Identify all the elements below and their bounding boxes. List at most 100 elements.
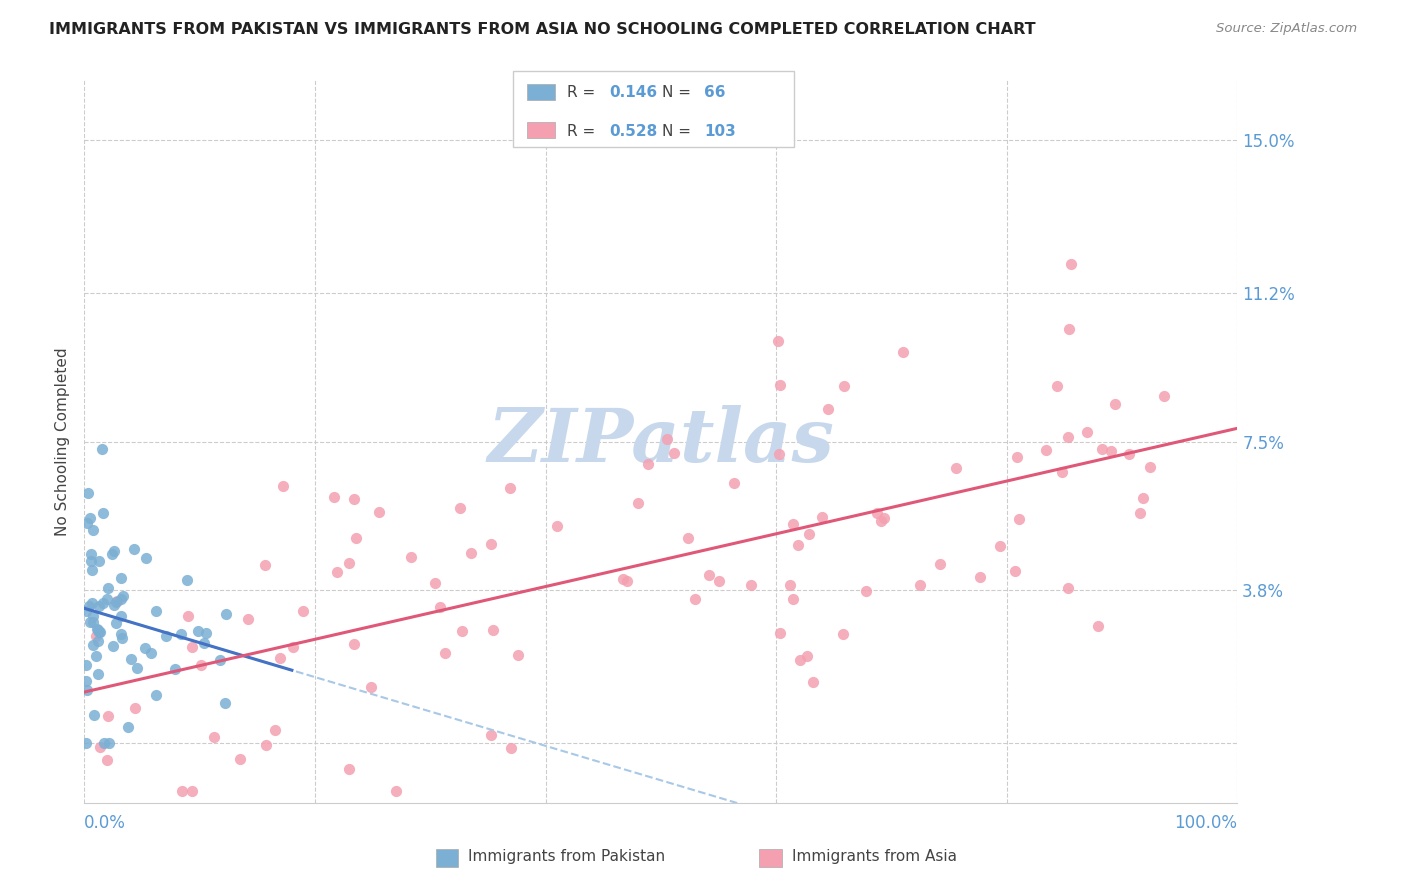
Point	[872, 510, 894, 524]
Point	[482, 623, 505, 637]
Point	[79, 510, 101, 524]
Point	[105, 616, 128, 631]
Point	[399, 549, 422, 564]
Point	[76, 683, 98, 698]
Point	[501, 741, 523, 756]
Point	[101, 548, 124, 562]
Point	[194, 625, 217, 640]
Point	[637, 457, 659, 471]
Point	[546, 519, 568, 533]
Point	[360, 680, 382, 694]
Point	[82, 524, 104, 538]
Point	[616, 574, 638, 589]
Point	[103, 544, 125, 558]
Point	[103, 639, 125, 653]
Point	[124, 701, 146, 715]
Point	[110, 609, 132, 624]
Point	[855, 584, 877, 599]
Point	[817, 402, 839, 417]
Point	[1004, 565, 1026, 579]
Text: Source: ZipAtlas.com: Source: ZipAtlas.com	[1216, 22, 1357, 36]
Point	[139, 646, 162, 660]
Point	[111, 589, 134, 603]
Point	[91, 596, 114, 610]
Point	[766, 334, 789, 349]
Text: N =: N =	[662, 86, 696, 100]
Point	[202, 731, 225, 745]
Point	[91, 506, 114, 520]
Point	[97, 709, 120, 723]
Text: Immigrants from Asia: Immigrants from Asia	[792, 849, 956, 864]
Point	[683, 592, 706, 607]
Point	[479, 536, 502, 550]
Point	[969, 570, 991, 584]
Point	[170, 626, 193, 640]
Point	[1153, 389, 1175, 403]
Point	[657, 432, 679, 446]
Text: 100.0%: 100.0%	[1174, 814, 1237, 832]
Point	[291, 604, 314, 618]
Point	[787, 538, 810, 552]
Point	[177, 609, 200, 624]
Point	[104, 595, 127, 609]
Point	[96, 592, 118, 607]
Point	[908, 577, 931, 591]
Point	[83, 707, 105, 722]
Point	[96, 753, 118, 767]
Point	[80, 596, 103, 610]
Point	[782, 517, 804, 532]
Point	[1046, 379, 1069, 393]
Point	[789, 653, 811, 667]
Point	[269, 651, 291, 665]
Point	[187, 624, 209, 639]
Point	[181, 784, 204, 798]
Point	[697, 568, 720, 582]
Point	[110, 591, 132, 606]
Point	[429, 599, 451, 614]
Point	[1139, 459, 1161, 474]
Point	[82, 639, 104, 653]
Point	[176, 573, 198, 587]
Point	[254, 738, 277, 752]
Point	[193, 635, 215, 649]
Point	[1090, 442, 1112, 457]
Point	[460, 545, 482, 559]
Point	[93, 735, 115, 749]
Point	[323, 490, 346, 504]
Text: IMMIGRANTS FROM PAKISTAN VS IMMIGRANTS FROM ASIA NO SCHOOLING COMPLETED CORRELAT: IMMIGRANTS FROM PAKISTAN VS IMMIGRANTS F…	[49, 22, 1036, 37]
Point	[180, 640, 202, 654]
Point	[229, 752, 252, 766]
Point	[707, 574, 730, 589]
Point	[1118, 447, 1140, 461]
Point	[866, 506, 889, 520]
Point	[120, 652, 142, 666]
Point	[1132, 491, 1154, 505]
Point	[326, 565, 349, 579]
Point	[450, 624, 472, 639]
Point	[832, 379, 855, 393]
Point	[79, 615, 101, 629]
Point	[811, 510, 834, 524]
Point	[214, 696, 236, 710]
Point	[80, 547, 103, 561]
Point	[75, 657, 97, 672]
Point	[84, 629, 107, 643]
Point	[1129, 506, 1152, 520]
Point	[425, 576, 447, 591]
Point	[170, 784, 193, 798]
Point	[82, 563, 104, 577]
Point	[254, 558, 277, 573]
Point	[385, 784, 408, 798]
Point	[832, 627, 855, 641]
Text: 0.0%: 0.0%	[84, 814, 127, 832]
Point	[111, 631, 134, 645]
Point	[263, 723, 285, 738]
Point	[368, 505, 391, 519]
Point	[870, 515, 893, 529]
Point	[117, 720, 139, 734]
Text: 0.146: 0.146	[609, 86, 657, 100]
Point	[145, 604, 167, 618]
Point	[209, 653, 232, 667]
Point	[676, 531, 699, 545]
Point	[1087, 619, 1109, 633]
